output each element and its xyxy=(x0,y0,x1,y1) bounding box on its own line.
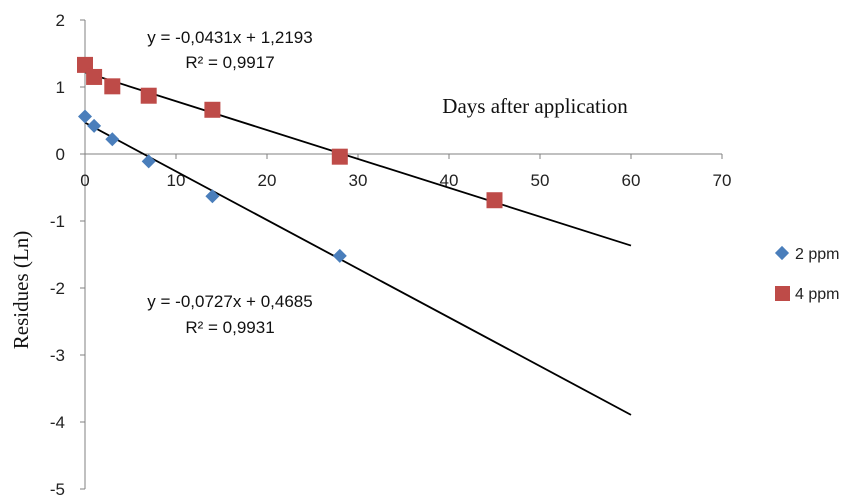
equation-4ppm: y = -0,0431x + 1,2193 xyxy=(147,28,312,47)
point-2-ppm xyxy=(78,109,92,124)
x-tick-label: 30 xyxy=(349,171,368,190)
x-tick-label: 60 xyxy=(622,171,641,190)
legend-label-2ppm: 2 ppm xyxy=(795,246,839,263)
legend: 2 ppm 4 ppm xyxy=(774,245,839,303)
point-2-ppm xyxy=(332,248,347,263)
legend-label-4ppm: 4 ppm xyxy=(795,286,839,303)
point-4-ppm xyxy=(140,87,157,104)
equation-2ppm: y = -0,0727x + 0,4685 xyxy=(147,292,312,311)
point-2-ppm xyxy=(87,118,102,133)
y-tick-label: -1 xyxy=(50,212,65,231)
point-4-ppm xyxy=(331,148,348,165)
point-4-ppm xyxy=(204,101,221,118)
trendlines xyxy=(84,71,632,416)
point-2-ppm xyxy=(141,154,156,169)
point-4-ppm xyxy=(486,192,503,209)
trendline-2-ppm xyxy=(84,121,632,416)
r-squared-4ppm: R² = 0,9917 xyxy=(185,53,274,72)
point-4-ppm xyxy=(86,68,103,85)
r-squared-2ppm: R² = 0,9931 xyxy=(185,318,274,337)
trendline-4-ppm xyxy=(84,71,632,247)
x-tick-label: 40 xyxy=(440,171,459,190)
x-tick-label: 20 xyxy=(258,171,277,190)
point-2-ppm xyxy=(105,132,120,147)
point-2-ppm xyxy=(205,189,220,204)
y-tick-label: 0 xyxy=(56,145,65,164)
point-4-ppm xyxy=(104,78,121,95)
x-axis-title: Days after application xyxy=(442,94,628,118)
point-4-ppm xyxy=(77,56,93,73)
x-tick-label: 50 xyxy=(531,171,550,190)
y-tick-label: -4 xyxy=(50,413,65,432)
y-tick-label: -5 xyxy=(50,480,65,495)
y-tick-label: -2 xyxy=(50,279,65,298)
y-tick-label: -3 xyxy=(50,346,65,365)
x-tick-label: 0 xyxy=(80,171,89,190)
legend-marker-2ppm xyxy=(774,245,790,261)
y-tick-label: 2 xyxy=(56,11,65,30)
x-tick-label: 10 xyxy=(167,171,186,190)
y-tick-label: 1 xyxy=(56,78,65,97)
x-tick-label: 70 xyxy=(713,171,732,190)
y-axis-title: Residues (Ln) xyxy=(9,231,33,349)
data-points xyxy=(77,56,503,263)
legend-marker-4ppm xyxy=(775,286,790,301)
